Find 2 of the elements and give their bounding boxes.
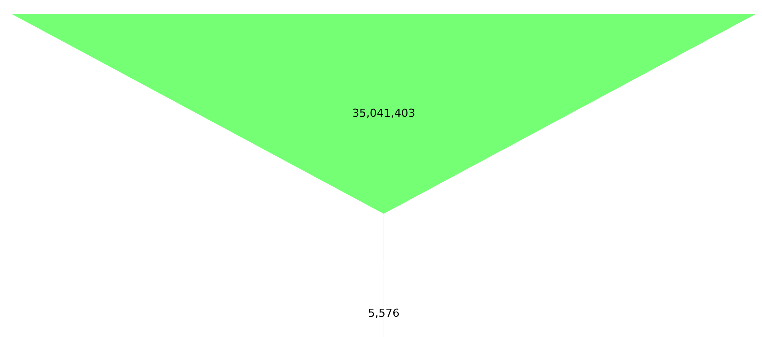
data-label: 5,576	[368, 306, 400, 320]
data-label: 35,041,403	[352, 106, 416, 120]
